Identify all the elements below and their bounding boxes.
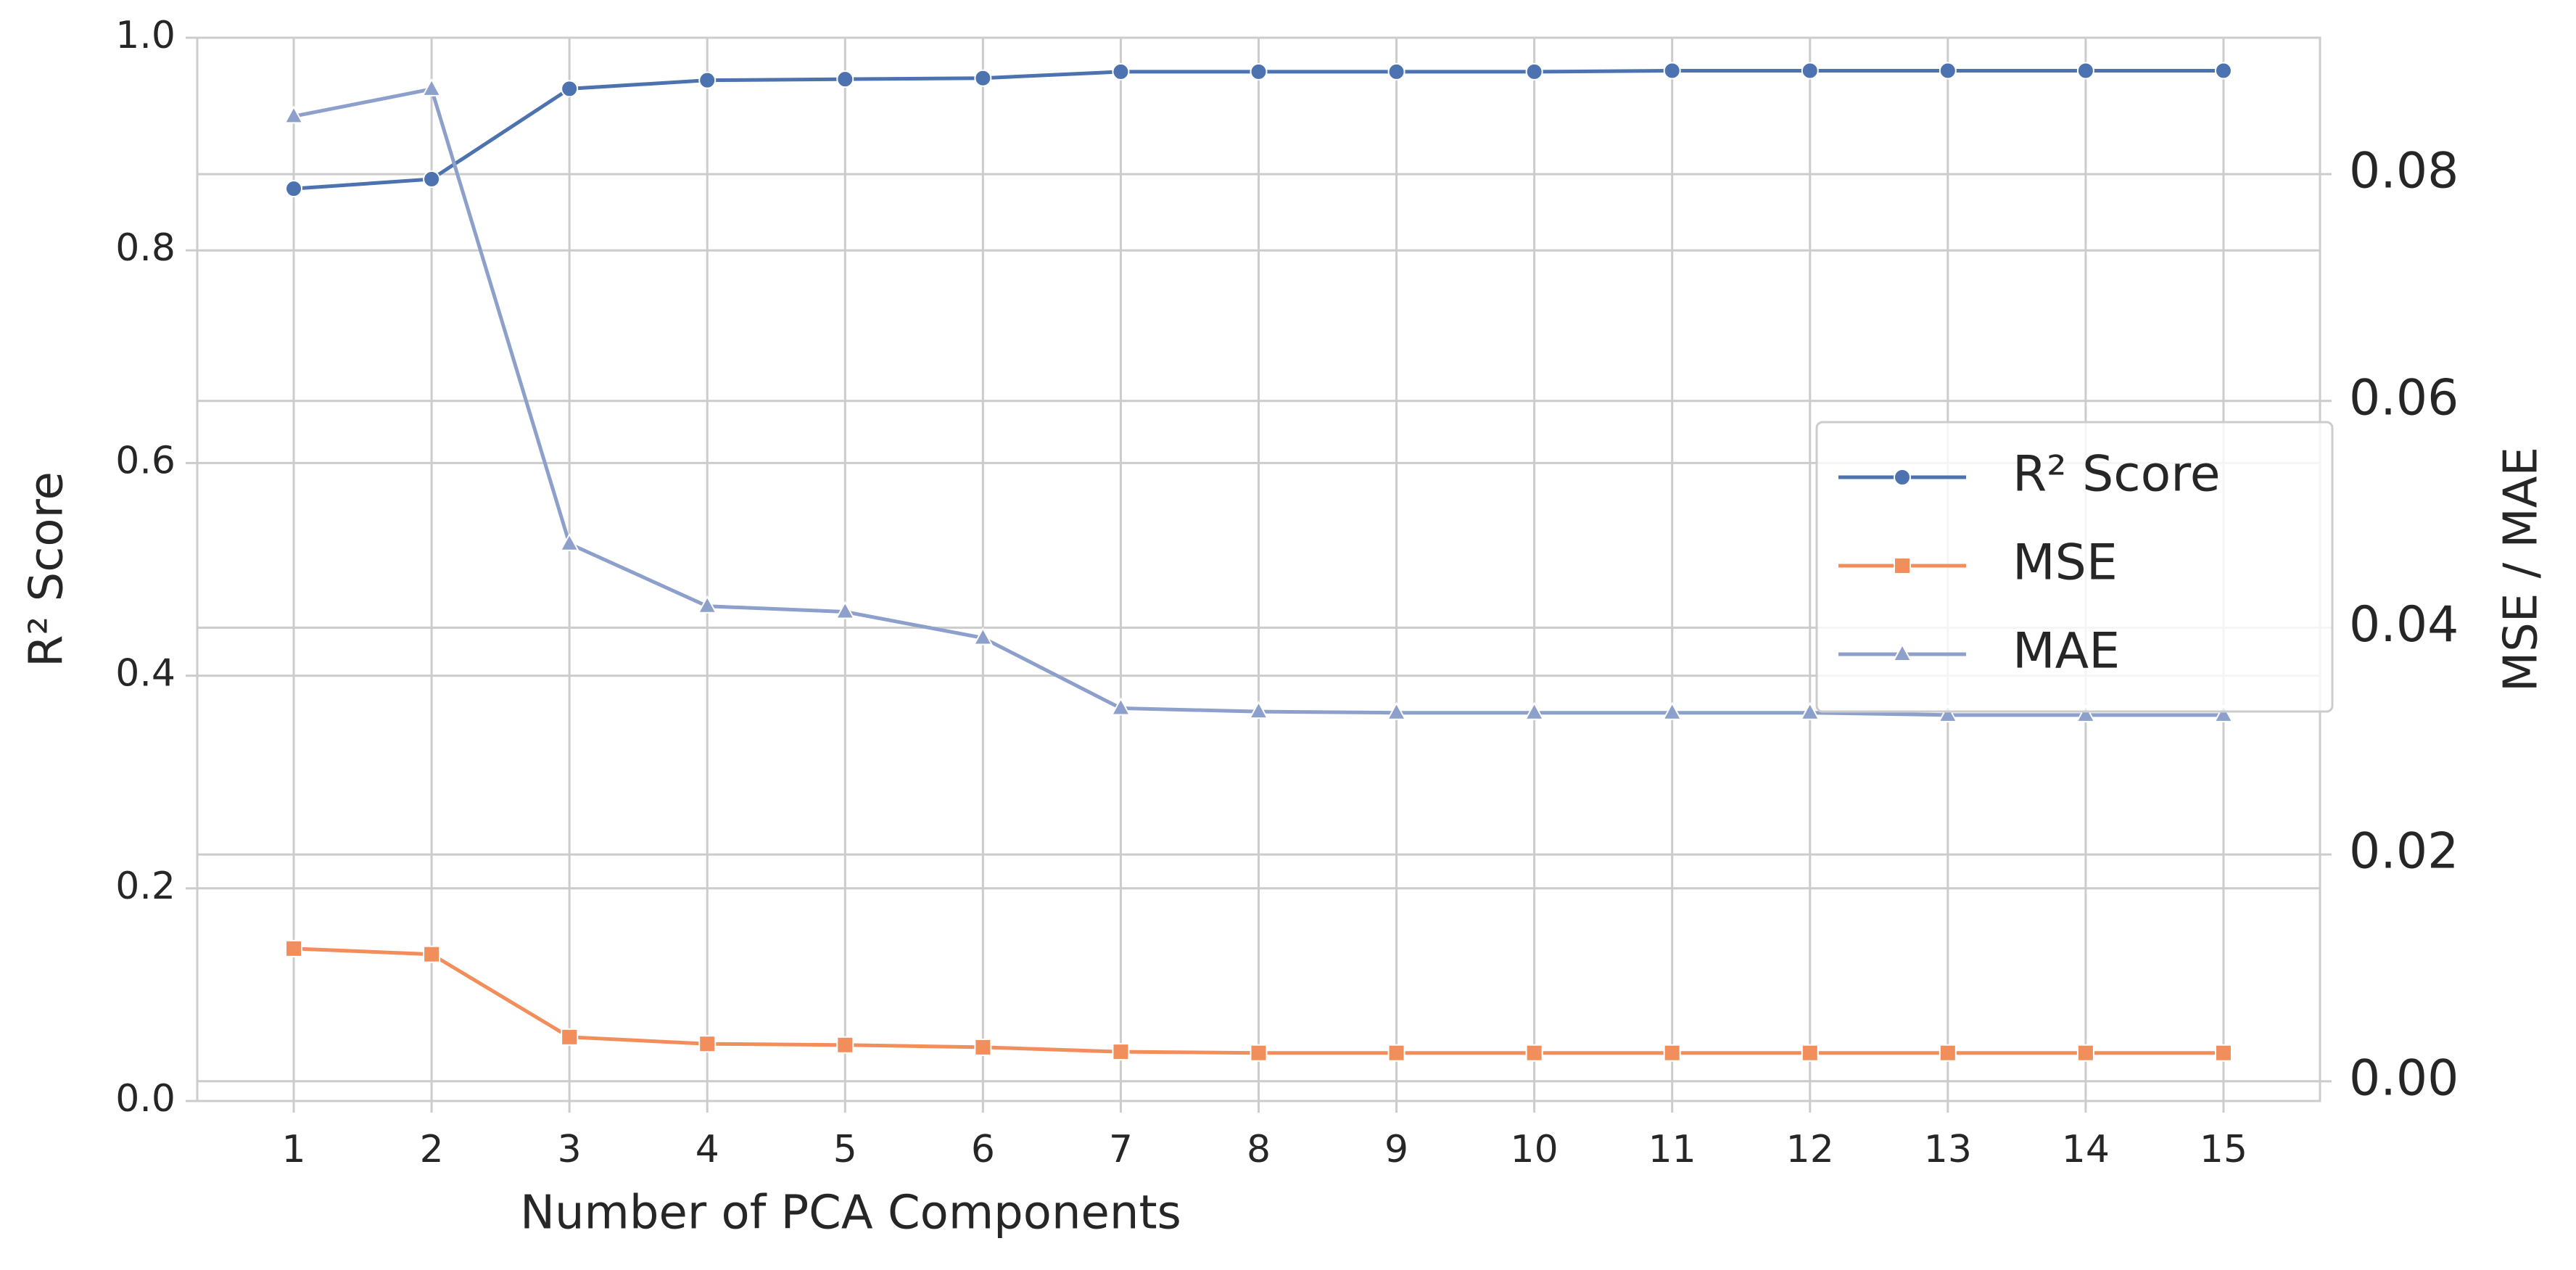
y2-tick-label: 0.08 [2349, 143, 2459, 200]
x-tick-label: 4 [695, 1128, 719, 1171]
legend-label: MSE [2012, 535, 2118, 592]
legend: R² Score MSE MAE [1815, 421, 2334, 713]
marker [1524, 701, 1545, 720]
marker [836, 70, 854, 88]
marker [1112, 62, 1130, 81]
marker [698, 1035, 717, 1053]
y2-tick-label: 0.00 [2349, 1050, 2459, 1107]
marker [284, 105, 304, 124]
y2-tick-label: 0.04 [2349, 596, 2459, 653]
marker [973, 627, 994, 646]
marker [1800, 701, 1820, 720]
marker [1939, 62, 1957, 80]
x-tick-label: 2 [420, 1128, 444, 1171]
marker [2076, 1044, 2094, 1062]
marker [1387, 62, 1405, 81]
x-tick-label: 1 [281, 1128, 305, 1171]
marker [423, 170, 441, 188]
marker [1801, 62, 1819, 80]
marker [836, 1036, 854, 1054]
marker [2214, 1044, 2232, 1062]
marker [1894, 469, 1911, 486]
marker [1801, 1044, 1819, 1062]
marker [1525, 62, 1543, 81]
marker [1892, 643, 1912, 661]
series [285, 939, 2232, 1062]
marker [1663, 62, 1681, 80]
y2-axis-label: MSE / MAE [2495, 447, 2548, 692]
series [284, 78, 2234, 722]
legend-label: MAE [2012, 623, 2120, 680]
marker [1938, 704, 1958, 722]
marker [974, 1038, 992, 1056]
marker [1894, 557, 1911, 574]
x-tick-label: 5 [833, 1128, 857, 1171]
marker [2214, 62, 2232, 80]
x-tick-label: 7 [1109, 1128, 1133, 1171]
marker [559, 532, 579, 551]
y-tick-label: 0.4 [115, 652, 176, 696]
x-tick-label: 14 [2062, 1128, 2110, 1171]
marker [697, 595, 717, 614]
marker [1663, 1044, 1681, 1062]
x-tick-label: 9 [1384, 1128, 1408, 1171]
marker [2076, 704, 2096, 722]
marker [1250, 62, 1268, 81]
legend-box [1815, 421, 2334, 713]
marker [2076, 62, 2094, 80]
x-tick-label: 6 [971, 1128, 995, 1171]
marker [698, 71, 717, 89]
x-axis-label: Number of PCA Components [520, 1187, 1181, 1240]
marker [1250, 1044, 1268, 1062]
x-tick-label: 8 [1247, 1128, 1271, 1171]
marker [974, 69, 992, 87]
marker [561, 1028, 579, 1046]
legend-label: R² Score [2012, 446, 2221, 503]
x-tick-label: 10 [1511, 1128, 1559, 1171]
marker [835, 601, 855, 619]
marker [1386, 701, 1407, 720]
marker [1248, 701, 1269, 719]
x-tick-label: 13 [1924, 1128, 1972, 1171]
y-tick-label: 0.8 [115, 226, 176, 270]
x-tick-label: 11 [1648, 1128, 1696, 1171]
y2-tick-label: 0.02 [2349, 823, 2459, 881]
marker [285, 180, 303, 198]
marker [1939, 1044, 1957, 1062]
marker [2213, 704, 2234, 722]
x-tick-label: 12 [1786, 1128, 1834, 1171]
y-axis-label: R² Score [20, 471, 74, 667]
x-tick-label: 3 [558, 1128, 582, 1171]
marker [1662, 701, 1683, 720]
marker [1387, 1044, 1405, 1062]
y-tick-label: 0.6 [115, 439, 176, 482]
series [285, 62, 2232, 198]
y-tick-label: 1.0 [115, 14, 176, 57]
y-tick-label: 0.2 [115, 865, 176, 908]
marker [1112, 1043, 1130, 1061]
marker [421, 78, 442, 96]
marker [561, 80, 579, 98]
y-tick-label: 0.0 [115, 1077, 176, 1121]
marker [285, 939, 303, 957]
marker [1525, 1044, 1543, 1062]
x-tick-label: 15 [2200, 1128, 2247, 1171]
marker [423, 945, 441, 963]
y2-tick-label: 0.06 [2349, 369, 2459, 426]
marker [1110, 697, 1131, 716]
